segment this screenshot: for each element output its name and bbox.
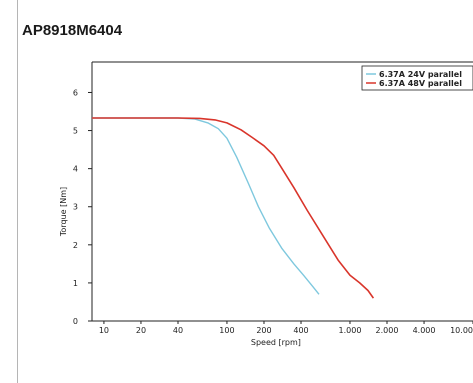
x-tick-label: 400 — [293, 326, 308, 335]
x-tick-label: 200 — [256, 326, 271, 335]
x-tick-label: 1.000 — [339, 326, 362, 335]
x-tick-label: 10 — [99, 326, 109, 335]
legend-box — [361, 65, 473, 91]
y-tick-label: 6 — [73, 88, 78, 97]
y-axis-label: Torque [Nm] — [59, 187, 68, 237]
x-tick-label: 20 — [136, 326, 146, 335]
series-line-1 — [92, 117, 375, 299]
y-tick-label: 0 — [73, 317, 78, 326]
series-line-0 — [92, 117, 320, 295]
legend-label-24v: 6.37A 24V parallel — [379, 70, 462, 79]
y-tick-label: 1 — [73, 279, 78, 288]
tick-labels-layer: 0 1 2 3 4 5 6 10 20 40 100 200 400 1.000 2.000 4.000 10.… — [73, 88, 473, 335]
x-tick-label: 10.00 — [450, 326, 473, 335]
y-tick-label: 5 — [73, 127, 78, 136]
legend-label-48v: 6.37A 48V parallel — [379, 79, 462, 88]
x-axis-label: Speed [rpm] — [251, 338, 301, 347]
x-tick-label: 40 — [173, 326, 183, 335]
axes-layer — [88, 61, 473, 324]
y-tick-label: 3 — [73, 203, 78, 212]
y-tick-label: 2 — [73, 241, 78, 250]
y-tick-label: 4 — [73, 165, 78, 174]
chart-card — [17, 0, 473, 383]
series-layer — [92, 117, 375, 299]
x-tick-label: 2.000 — [376, 326, 399, 335]
x-tick-label: 4.000 — [413, 326, 436, 335]
x-tick-label: 100 — [219, 326, 234, 335]
chart-title: AP8918M6404 — [22, 22, 123, 39]
legend: 6.37A 24V parallel 6.37A 48V parallel — [361, 65, 473, 91]
